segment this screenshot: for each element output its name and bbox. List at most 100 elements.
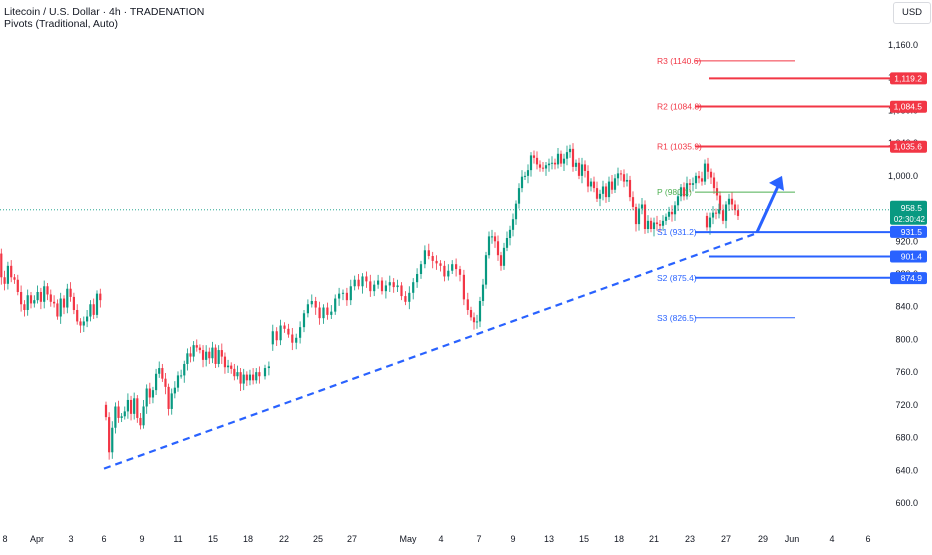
candle-body: [114, 406, 117, 428]
price-axis-label-bg: [890, 272, 927, 285]
candle-body: [365, 276, 368, 282]
y-tick-label: 600.0: [895, 498, 918, 508]
candle-body: [730, 198, 734, 205]
y-tick-label: 1,000.0: [888, 171, 918, 181]
current-price-label: 958.5: [901, 203, 923, 213]
candle-body: [514, 203, 518, 220]
x-tick-label: May: [399, 534, 417, 544]
candle-body: [226, 365, 230, 368]
candle-body: [538, 164, 542, 168]
candle-body: [580, 164, 584, 176]
price-axis-label: 1,119.2: [894, 73, 922, 83]
candle-body: [39, 291, 42, 302]
candle-body: [568, 148, 572, 153]
candle-body: [16, 279, 19, 292]
candle-body: [92, 304, 95, 315]
x-tick-label: 11: [173, 534, 182, 544]
candle-body: [586, 170, 590, 187]
candle-body: [145, 388, 148, 407]
x-tick-label: 9: [510, 534, 515, 544]
candle-body: [431, 256, 434, 261]
candle-body: [526, 170, 530, 176]
x-tick-label: 15: [208, 534, 218, 544]
y-tick-label: 800.0: [895, 334, 918, 344]
candle-body: [667, 211, 671, 217]
candle-body: [676, 196, 680, 206]
candle-body: [520, 176, 524, 189]
candle-body: [275, 331, 278, 341]
x-tick-label: 6: [101, 534, 106, 544]
candle-body: [598, 193, 602, 199]
candle-body: [176, 375, 180, 388]
candle-body: [419, 264, 423, 274]
candle-body: [287, 328, 290, 335]
candle-body: [338, 293, 341, 299]
candle-body: [396, 285, 399, 288]
candle-body: [66, 288, 69, 308]
candle-body: [161, 368, 164, 379]
candle-body: [517, 188, 521, 204]
candle-body: [79, 321, 82, 326]
candle-body: [694, 175, 698, 184]
candle-body: [186, 353, 189, 364]
x-tick-label: 8: [2, 534, 7, 544]
candle-body: [195, 345, 198, 348]
candle-body: [173, 387, 176, 394]
candle-body: [595, 188, 599, 199]
candle-body: [6, 265, 9, 284]
candle-body: [481, 284, 485, 301]
candle-body: [189, 353, 192, 357]
candle-body: [610, 181, 614, 190]
candle-body: [447, 270, 450, 277]
candle-body: [604, 186, 608, 198]
candle-body: [23, 304, 26, 310]
candle-body: [330, 311, 333, 315]
candle-body: [664, 216, 668, 221]
candle-body: [535, 157, 539, 165]
countdown-label: 02:30:42: [894, 215, 926, 224]
candle-body: [62, 298, 66, 308]
x-tick-label: 27: [347, 534, 357, 544]
pivot-label-p: P (980.1): [657, 187, 692, 197]
x-tick-label: Apr: [30, 534, 44, 544]
candle-body: [43, 286, 46, 302]
x-tick-label: 18: [243, 534, 253, 544]
candle-body: [478, 300, 482, 322]
candle-body: [117, 406, 120, 418]
candle-body: [443, 265, 446, 277]
price-axis-label: 874.9: [901, 273, 923, 283]
candle-body: [120, 416, 123, 418]
candle-body: [220, 350, 223, 357]
candle-body: [472, 317, 476, 323]
candle-body: [625, 179, 629, 182]
candle-body: [541, 167, 545, 169]
candle-body: [314, 300, 317, 308]
candle-body: [631, 197, 635, 207]
x-tick-label: 4: [438, 534, 443, 544]
candle-body: [267, 366, 270, 369]
candle-body: [53, 301, 56, 304]
candle-body: [708, 217, 712, 228]
candle-body: [607, 181, 611, 198]
candle-body: [205, 351, 208, 360]
candle-body: [655, 222, 659, 225]
candle-body: [291, 334, 294, 343]
y-tick-label: 640.0: [895, 465, 918, 475]
candle-body: [733, 204, 737, 211]
current-price-label-bg: [890, 200, 927, 225]
candle-body: [589, 181, 593, 187]
price-axis-label: 931.5: [901, 227, 923, 237]
x-tick-label: 25: [313, 534, 323, 544]
price-axis-label-bg: [890, 100, 927, 113]
indicator-label: Pivots (Traditional, Auto): [4, 18, 118, 30]
x-tick-label: 13: [544, 534, 554, 544]
candle-body: [357, 279, 360, 287]
candle-body: [99, 293, 102, 301]
candle-body: [499, 255, 503, 266]
currency-selector[interactable]: USD: [893, 2, 931, 24]
candle-body: [455, 264, 458, 270]
candle-body: [634, 206, 638, 225]
candle-body: [180, 375, 183, 377]
candle-body: [142, 406, 145, 426]
